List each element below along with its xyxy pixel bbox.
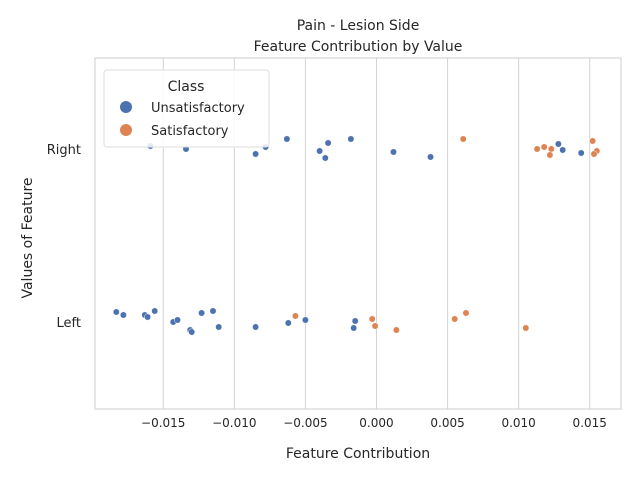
data-point-unsatisfactory xyxy=(324,139,332,147)
data-point-unsatisfactory xyxy=(119,311,127,319)
x-tick-label: 0.010 xyxy=(501,416,535,430)
x-tick-label: 0.015 xyxy=(573,416,607,430)
data-point-unsatisfactory xyxy=(144,313,152,321)
data-point-satisfactory xyxy=(589,137,597,145)
data-point-satisfactory xyxy=(392,326,400,334)
y-tick-label: Right xyxy=(47,143,81,158)
y-axis-label: Values of Feature xyxy=(20,177,36,298)
legend-title: Class xyxy=(168,79,205,95)
data-point-unsatisfactory xyxy=(351,317,359,325)
x-tick-label: 0.000 xyxy=(359,416,393,430)
plot-frame xyxy=(94,57,622,410)
data-point-satisfactory xyxy=(533,145,541,153)
data-point-satisfactory xyxy=(451,315,459,323)
legend-marker-satisfactory xyxy=(120,124,132,136)
x-tick-label: −0.010 xyxy=(212,416,256,430)
data-point-unsatisfactory xyxy=(347,135,355,143)
x-tick-label: −0.005 xyxy=(283,416,327,430)
legend-label-satisfactory: Satisfactory xyxy=(151,124,229,139)
x-axis-label: Feature Contribution xyxy=(286,446,430,462)
data-point-unsatisfactory xyxy=(301,316,309,324)
y-tick-label: Left xyxy=(57,316,81,331)
data-point-unsatisfactory xyxy=(316,147,324,155)
data-point-satisfactory xyxy=(522,324,530,332)
data-point-satisfactory xyxy=(371,322,379,330)
data-point-unsatisfactory xyxy=(321,154,329,162)
data-point-unsatisfactory xyxy=(151,307,159,315)
data-point-unsatisfactory xyxy=(554,140,562,148)
data-point-satisfactory xyxy=(590,150,598,158)
data-point-unsatisfactory xyxy=(174,316,181,324)
data-point-unsatisfactory xyxy=(284,319,292,327)
legend-box xyxy=(103,69,270,148)
data-point-unsatisfactory xyxy=(209,307,217,315)
data-point-unsatisfactory xyxy=(559,146,567,154)
x-tick-label: −0.015 xyxy=(141,416,185,430)
legend-marker-unsatisfactory xyxy=(120,101,132,113)
y-tick-labels: Right Left xyxy=(47,143,81,331)
data-point-unsatisfactory xyxy=(252,323,260,331)
data-point-unsatisfactory xyxy=(188,328,196,336)
x-tick-labels: −0.015 −0.010 −0.005 0.000 0.005 0.010 0.015 xyxy=(141,416,607,430)
data-point-satisfactory xyxy=(540,143,548,151)
legend-label-unsatisfactory: Unsatisfactory xyxy=(151,101,245,116)
data-point-unsatisfactory xyxy=(112,308,120,316)
x-tick-label: 0.005 xyxy=(430,416,464,430)
data-point-satisfactory xyxy=(462,309,470,317)
data-point-unsatisfactory xyxy=(350,324,358,332)
legend: Class Unsatisfactory Satisfactory xyxy=(103,69,270,148)
data-point-unsatisfactory xyxy=(577,149,585,157)
data-point-satisfactory xyxy=(368,315,376,323)
data-point-unsatisfactory xyxy=(215,323,223,331)
data-point-unsatisfactory xyxy=(283,135,291,143)
data-point-unsatisfactory xyxy=(390,148,397,156)
chart-subtitle: Feature Contribution by Value xyxy=(254,39,463,55)
data-point-unsatisfactory xyxy=(427,153,434,161)
data-point-unsatisfactory xyxy=(252,150,260,158)
data-point-satisfactory xyxy=(546,151,554,159)
data-point-satisfactory xyxy=(459,135,467,143)
chart-title: Pain - Lesion Side xyxy=(297,18,420,34)
data-point-unsatisfactory xyxy=(198,309,206,317)
data-point-satisfactory xyxy=(291,312,299,320)
data-points xyxy=(112,135,601,336)
data-point-satisfactory xyxy=(547,145,555,153)
